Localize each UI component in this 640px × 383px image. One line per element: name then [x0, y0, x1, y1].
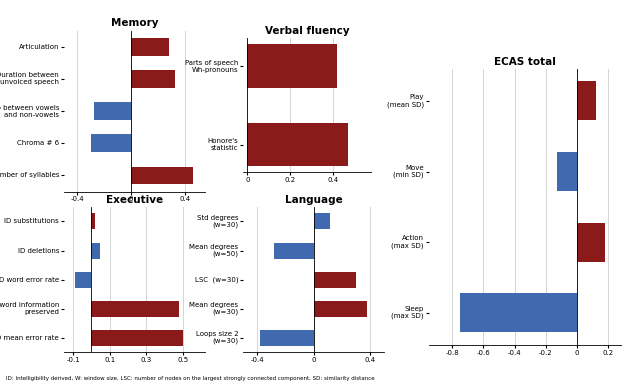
Bar	[248, 44, 337, 88]
Bar	[92, 330, 183, 346]
Bar	[460, 293, 577, 332]
Bar	[274, 242, 314, 259]
Bar	[577, 223, 605, 262]
Title: Memory: Memory	[111, 18, 158, 28]
Bar	[314, 213, 330, 229]
Bar	[314, 272, 356, 288]
Bar	[92, 213, 95, 229]
Bar	[577, 82, 596, 120]
Bar	[260, 330, 314, 346]
Title: Language: Language	[285, 195, 342, 205]
Bar	[92, 301, 179, 317]
Bar	[75, 272, 92, 288]
Title: Executive: Executive	[106, 195, 163, 205]
Bar	[557, 152, 577, 191]
Title: Verbal fluency: Verbal fluency	[265, 26, 349, 36]
Bar	[131, 167, 193, 184]
Bar	[248, 123, 348, 166]
Title: ECAS total: ECAS total	[494, 57, 556, 67]
Bar	[93, 102, 131, 120]
Bar	[92, 242, 100, 259]
Bar	[131, 38, 168, 56]
Text: ID: Intelligibility derived, W: window size, LSC: number of nodes on the largest: ID: Intelligibility derived, W: window s…	[6, 376, 375, 381]
Bar	[131, 70, 175, 88]
Bar	[91, 134, 131, 152]
Bar	[314, 301, 367, 317]
